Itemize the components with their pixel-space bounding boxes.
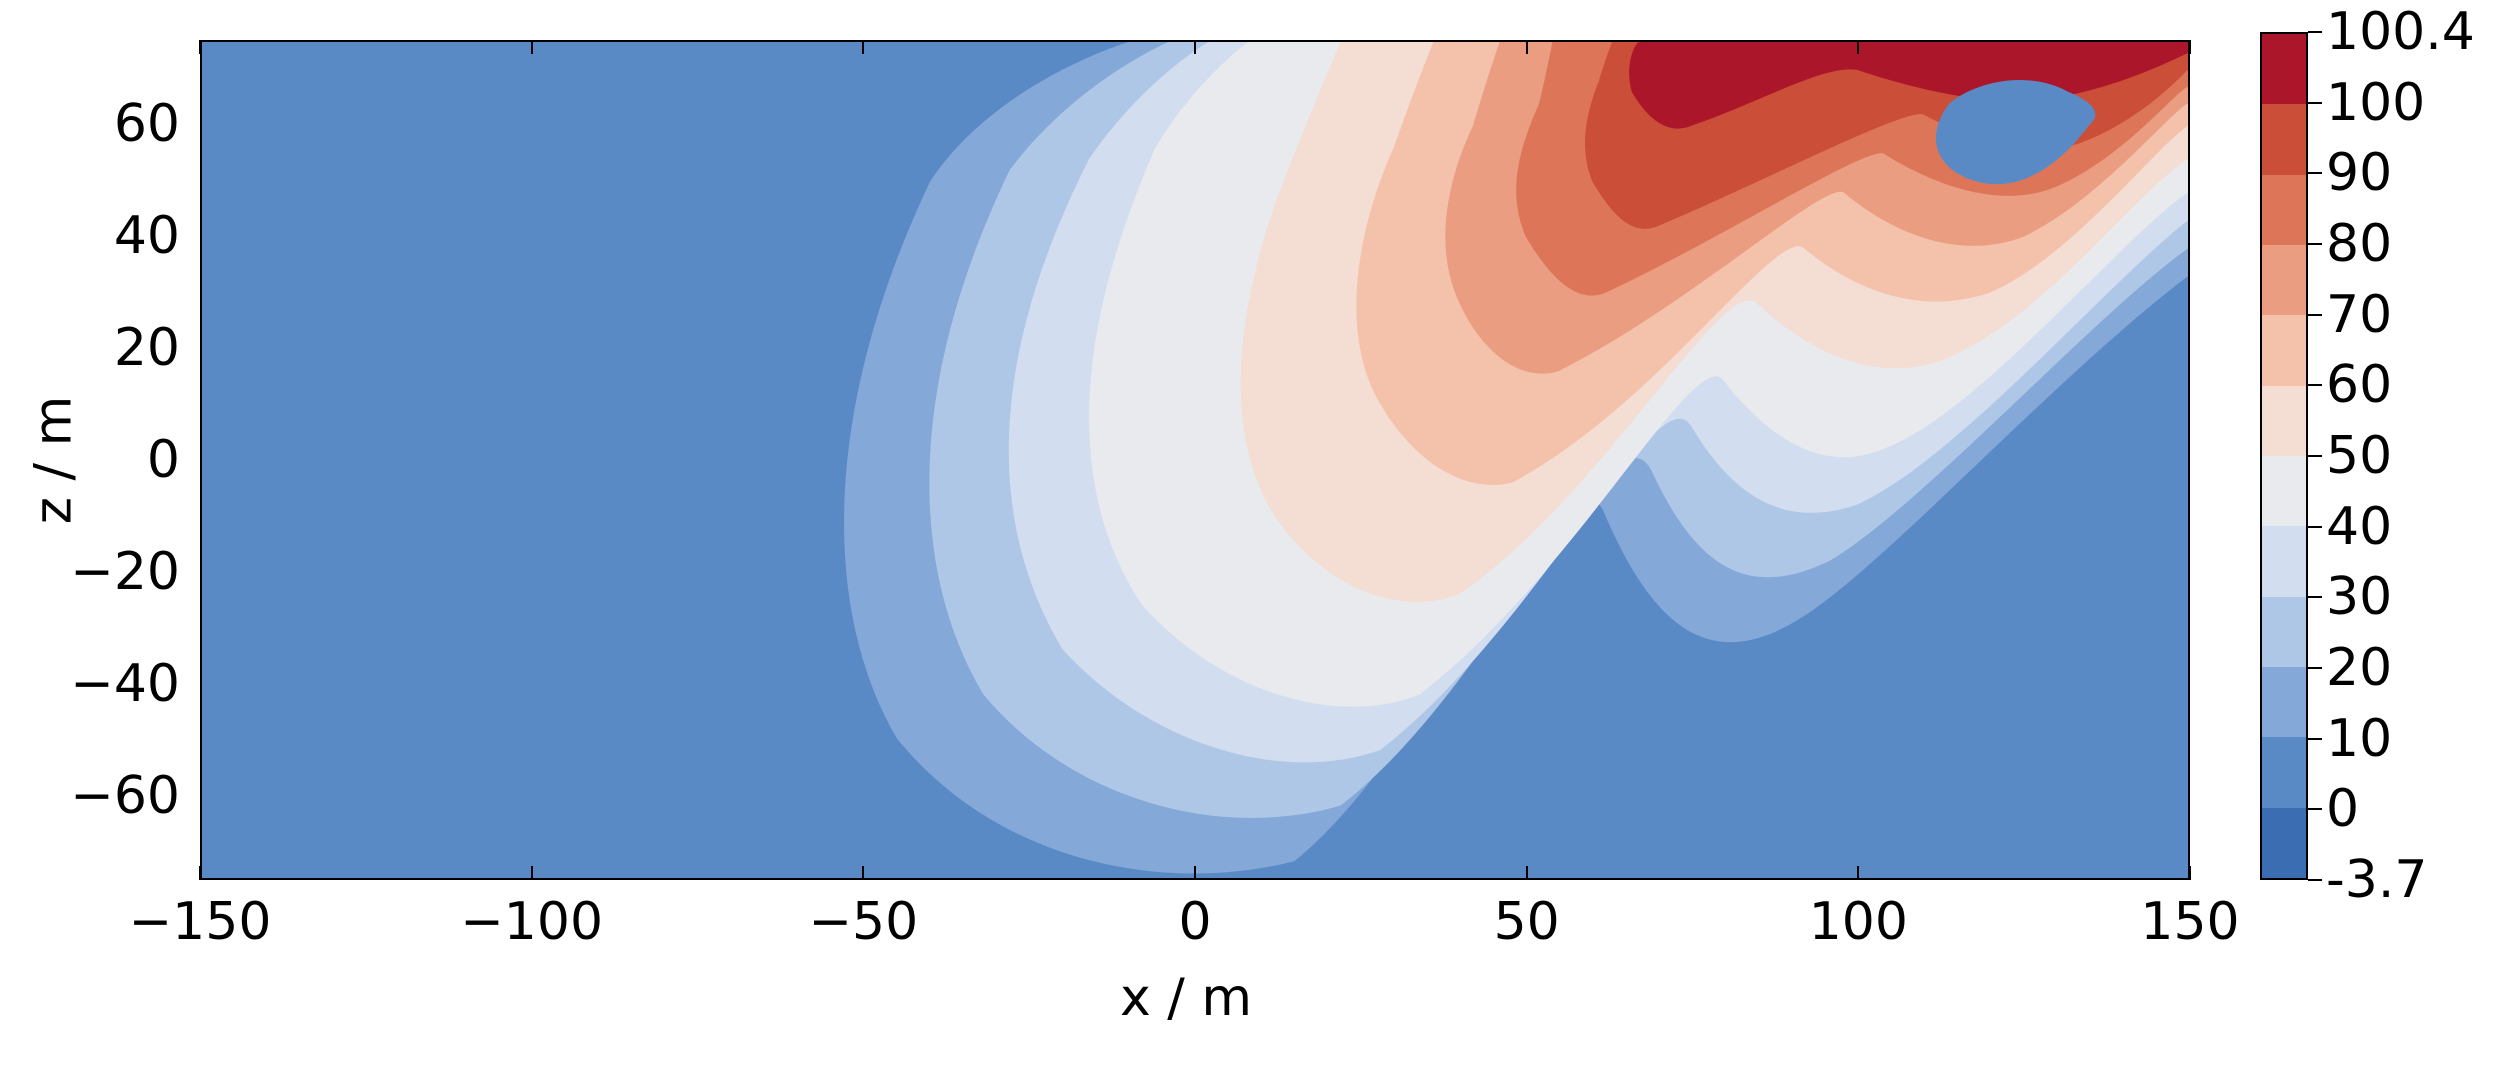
x-tick-mark <box>1526 866 1528 880</box>
colorbar-tick-label: 20 <box>2326 638 2392 698</box>
colorbar-tick-label: 100.4 <box>2326 2 2475 62</box>
x-tick-label: 0 <box>1115 892 1275 952</box>
x-tick-mark <box>862 866 864 880</box>
x-tick-mark <box>1857 40 1859 54</box>
colorbar-tick-mark <box>2308 172 2322 174</box>
colorbar-tick-mark <box>2308 243 2322 245</box>
x-tick-mark <box>199 866 201 880</box>
x-tick-mark <box>862 40 864 54</box>
colorbar-segment <box>2262 667 2306 737</box>
x-tick-mark <box>2189 866 2191 880</box>
colorbar-tick-mark <box>2308 384 2322 386</box>
colorbar-tick-mark <box>2308 102 2322 104</box>
colorbar-segment <box>2262 526 2306 596</box>
x-tick-mark <box>1526 40 1528 54</box>
colorbar-tick-label: 90 <box>2326 143 2392 203</box>
colorbar-tick-label: -3.7 <box>2326 850 2427 910</box>
colorbar-tick-label: 10 <box>2326 709 2392 769</box>
y-tick-label: 20 <box>60 318 180 378</box>
colorbar-segment <box>2262 315 2306 385</box>
colorbar-segment <box>2262 34 2306 104</box>
colorbar-tick-label: 70 <box>2326 285 2392 345</box>
colorbar-segment <box>2262 386 2306 456</box>
colorbar-segment <box>2262 737 2306 807</box>
colorbar-tick-mark <box>2308 738 2322 740</box>
colorbar-segment <box>2262 456 2306 526</box>
x-tick-mark <box>1857 866 1859 880</box>
x-tick-mark <box>199 40 201 54</box>
x-tick-mark <box>1194 40 1196 54</box>
colorbar <box>2260 32 2308 880</box>
y-tick-label: −40 <box>60 654 180 714</box>
x-tick-label: 50 <box>1447 892 1607 952</box>
colorbar-tick-mark <box>2308 596 2322 598</box>
x-tick-label: 150 <box>2110 892 2270 952</box>
colorbar-tick-mark <box>2308 808 2322 810</box>
x-tick-label: −150 <box>120 892 280 952</box>
x-tick-mark <box>531 866 533 880</box>
colorbar-tick-mark <box>2308 526 2322 528</box>
y-tick-label: −60 <box>60 766 180 826</box>
colorbar-tick-label: 30 <box>2326 567 2392 627</box>
x-tick-mark <box>2189 40 2191 54</box>
colorbar-tick-label: 60 <box>2326 355 2392 415</box>
colorbar-tick-label: 40 <box>2326 497 2392 557</box>
x-tick-label: −100 <box>452 892 612 952</box>
colorbar-tick-mark <box>2308 667 2322 669</box>
colorbar-segment <box>2262 808 2306 878</box>
x-tick-mark <box>1194 866 1196 880</box>
colorbar-tick-label: 50 <box>2326 426 2392 486</box>
colorbar-segment <box>2262 175 2306 245</box>
x-axis-label: x / m <box>1120 968 1252 1028</box>
colorbar-tick-label: 80 <box>2326 214 2392 274</box>
colorbar-segment <box>2262 104 2306 174</box>
colorbar-tick-mark <box>2308 314 2322 316</box>
y-tick-label: −20 <box>60 542 180 602</box>
colorbar-tick-label: 100 <box>2326 73 2425 133</box>
contour-heatmap <box>202 42 2188 878</box>
colorbar-tick-label: 0 <box>2326 779 2359 839</box>
y-axis-label: z / m <box>24 396 84 525</box>
x-tick-mark <box>531 40 533 54</box>
colorbar-tick-mark <box>2308 455 2322 457</box>
y-tick-label: 60 <box>60 94 180 154</box>
x-tick-label: −50 <box>783 892 943 952</box>
colorbar-tick-mark <box>2308 879 2322 881</box>
colorbar-segment <box>2262 245 2306 315</box>
figure: −60 −40 −20 0 20 40 60 z / m −150 −100 −50 0 50 100… <box>0 0 2520 1080</box>
x-tick-label: 100 <box>1778 892 1938 952</box>
colorbar-segment <box>2262 597 2306 667</box>
plot-area <box>200 40 2190 880</box>
y-tick-label: 40 <box>60 206 180 266</box>
colorbar-tick-mark <box>2308 31 2322 33</box>
